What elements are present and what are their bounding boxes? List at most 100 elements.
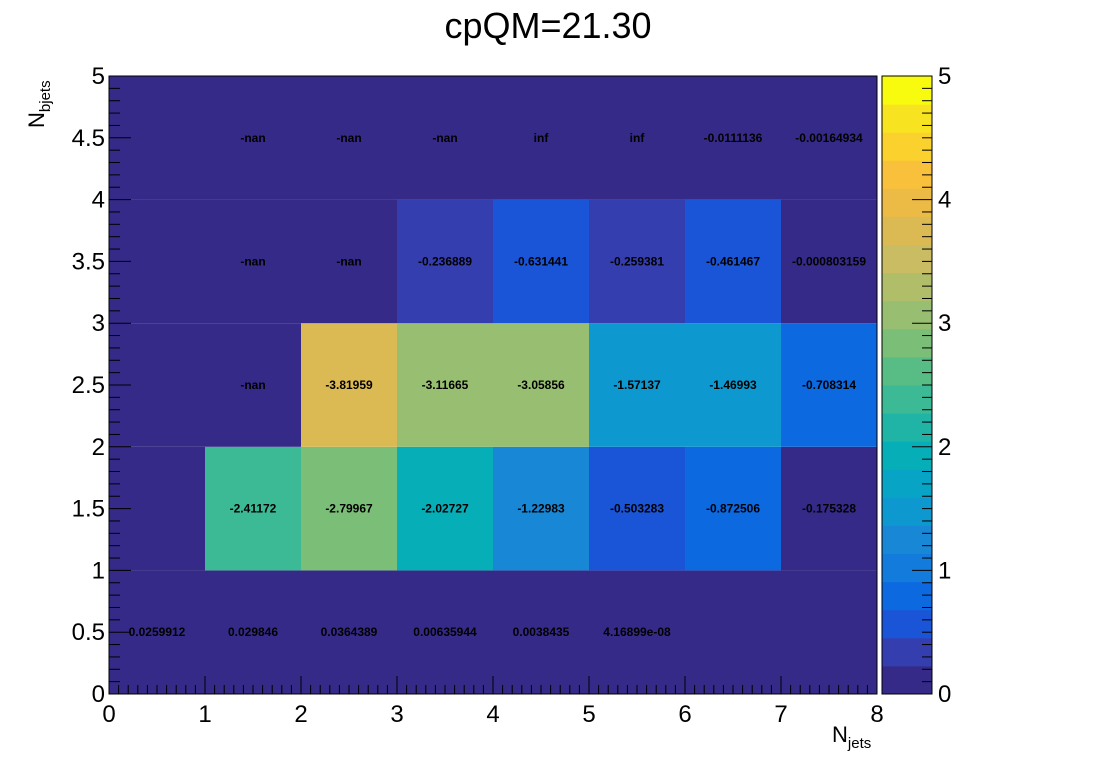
heatmap-cell xyxy=(781,323,877,447)
cell-value-label: -1.57137 xyxy=(613,378,661,392)
heatmap-cell xyxy=(685,323,781,447)
heatmap-cell xyxy=(205,76,301,200)
colorbar-tick-label: 3 xyxy=(938,310,951,337)
colorbar-tick-label: 4 xyxy=(938,187,951,214)
heatmap-cell xyxy=(685,76,781,200)
colorbar-swatch xyxy=(882,609,932,639)
colorbar-tick-label: 2 xyxy=(938,434,951,461)
colorbar-swatch xyxy=(882,581,932,611)
cell-value-label: 4.16899e-08 xyxy=(603,625,671,639)
cell-value-label: -nan xyxy=(336,131,361,145)
cell-value-label: -1.46993 xyxy=(709,378,757,392)
colorbar-swatch xyxy=(882,216,932,246)
heatmap-cell xyxy=(493,323,589,447)
heatmap-cell xyxy=(397,199,493,324)
y-tick-label: 5 xyxy=(92,63,105,90)
heatmap-cell xyxy=(685,570,781,694)
x-tick-label: 7 xyxy=(774,701,787,728)
heatmap-cell xyxy=(685,446,781,571)
y-axis-title: Nbjets xyxy=(24,80,54,128)
cell-value-label: -0.461467 xyxy=(706,254,760,268)
colorbar-tick-label: 0 xyxy=(938,681,951,708)
x-tick-label: 2 xyxy=(294,701,307,728)
heatmap-cell xyxy=(301,570,397,694)
heatmap-cell xyxy=(589,76,685,200)
cell-value-label: 0.0038435 xyxy=(513,625,570,639)
heatmap-cell xyxy=(205,570,301,694)
cell-value-label: -0.631441 xyxy=(514,254,568,268)
heatmap-cell xyxy=(205,446,301,571)
y-tick-label: 2 xyxy=(92,434,105,461)
y-axis-title-sub: bjets xyxy=(37,80,54,112)
colorbar-swatch xyxy=(882,272,932,302)
cell-value-label: -2.02727 xyxy=(421,502,469,516)
heatmap-cell xyxy=(205,323,301,447)
colorbar-swatch xyxy=(882,104,932,133)
cell-value-label: 0.029846 xyxy=(228,625,278,639)
cell-value-label: -nan xyxy=(336,254,361,268)
cell-value-label: -0.259381 xyxy=(610,254,664,268)
colorbar-swatch xyxy=(882,188,932,217)
heatmap-cell xyxy=(589,446,685,571)
colorbar-swatch xyxy=(882,385,932,414)
cell-value-label: -nan xyxy=(240,131,265,145)
colorbar-swatch xyxy=(882,525,932,555)
cell-value-label: -0.708314 xyxy=(802,378,856,392)
colorbar-tick-label: 1 xyxy=(938,557,951,584)
colorbar-tick-label: 5 xyxy=(938,63,951,90)
y-tick-label: 0.5 xyxy=(72,619,105,646)
colorbar-swatch xyxy=(882,132,932,161)
y-tick-label: 1 xyxy=(92,557,105,584)
heatmap-cell xyxy=(781,76,877,200)
heatmap-cell xyxy=(493,76,589,200)
colorbar-swatch xyxy=(882,441,932,470)
colorbar-swatch xyxy=(882,300,932,330)
x-tick-label: 3 xyxy=(390,701,403,728)
cells-layer xyxy=(109,76,877,694)
cell-value-label: -0.0111136 xyxy=(704,131,763,145)
cell-value-label: 0.0259912 xyxy=(129,625,186,639)
heatmap-cell xyxy=(493,199,589,324)
x-tick-label: 8 xyxy=(870,701,883,728)
cell-value-label: -2.79967 xyxy=(325,502,373,516)
x-tick-label: 4 xyxy=(486,701,499,728)
cell-value-label: -nan xyxy=(240,378,265,392)
heatmap-cell xyxy=(301,446,397,571)
y-tick-label: 4.5 xyxy=(72,125,105,152)
colorbar-swatch xyxy=(882,413,932,442)
heatmap-cell xyxy=(397,446,493,571)
heatmap-cell xyxy=(301,199,397,324)
colorbar-swatch xyxy=(882,76,932,105)
heatmap-cell xyxy=(493,446,589,571)
axes-layer: 0 1 2 3 4 5 6 7 8 0 0.5 1 1.5 2 2.5 3 3.5 4 4.5 5 xyxy=(72,63,884,728)
cell-value-label: -1.22983 xyxy=(517,502,565,516)
cell-value-label: -3.11665 xyxy=(422,378,469,392)
cell-value-label: -0.503283 xyxy=(610,502,664,516)
x-tick-label: 6 xyxy=(678,701,691,728)
y-tick-label: 3 xyxy=(92,310,105,337)
heatmap-cell xyxy=(397,323,493,447)
heatmap-cell xyxy=(301,76,397,200)
cell-value-label: -3.81959 xyxy=(325,378,373,392)
cell-value-label: -0.236889 xyxy=(418,254,472,268)
heatmap-cell xyxy=(493,570,589,694)
heatmap-cell xyxy=(397,76,493,200)
heatmap-cell xyxy=(397,570,493,694)
x-tick-label: 5 xyxy=(582,701,595,728)
x-axis-title-main: N xyxy=(832,722,848,747)
heatmap-cell xyxy=(781,446,877,571)
cell-value-label: -0.175328 xyxy=(802,502,856,516)
colorbar-swatch xyxy=(882,497,932,526)
x-tick-label: 1 xyxy=(198,701,211,728)
cell-value-label: -0.872506 xyxy=(706,502,760,516)
heatmap-cell xyxy=(589,199,685,324)
heatmap-cell xyxy=(781,199,877,324)
y-tick-label: 0 xyxy=(92,681,105,708)
y-tick-label: 2.5 xyxy=(72,372,105,399)
cell-value-label: inf xyxy=(630,131,646,145)
cell-value-label: -3.05856 xyxy=(517,378,565,392)
x-tick-label: 0 xyxy=(102,701,115,728)
colorbar: 0 1 2 3 4 5 xyxy=(881,63,951,708)
colorbar-swatch xyxy=(882,665,932,695)
